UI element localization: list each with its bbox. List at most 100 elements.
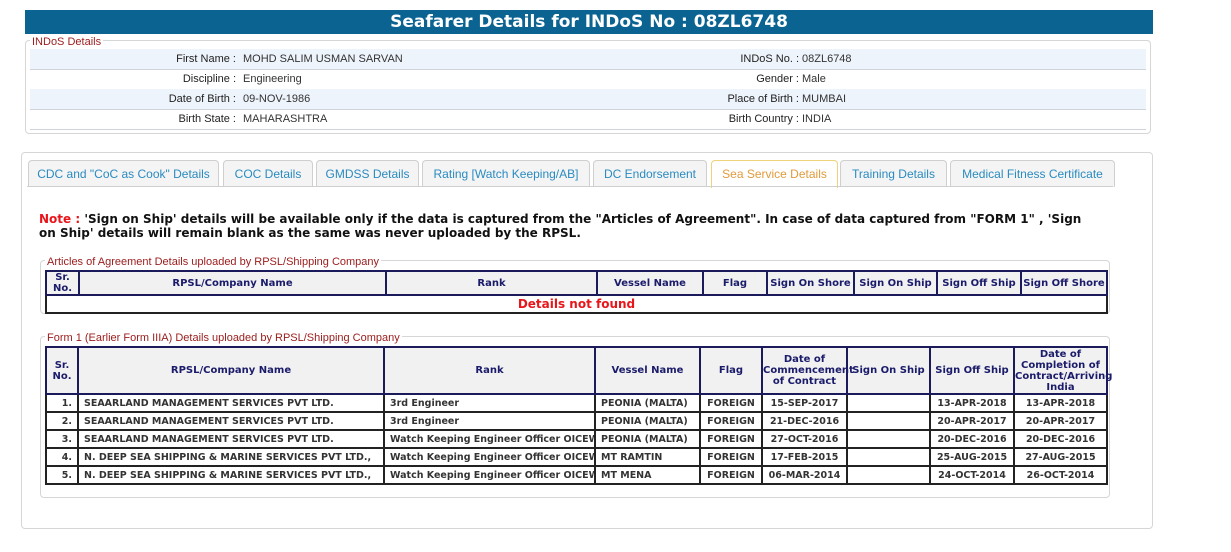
form1-panel: Form 1 (Earlier Form IIIA) Details uploa…	[40, 332, 1110, 498]
table-cell: 20-DEC-2016	[929, 429, 1015, 449]
table-cell: FOREIGN	[699, 429, 763, 449]
table-cell	[846, 393, 931, 413]
column-header: Date of Completion of Contract/Arriving …	[1013, 346, 1113, 395]
table-cell: 3rd Engineer	[383, 411, 596, 431]
field-value: MUMBAI	[802, 93, 846, 105]
indos-details-panel: INDoS Details First Name : MOHD SALIM US…	[25, 36, 1151, 134]
table-cell: 06-MAR-2014	[761, 465, 848, 485]
field-value: 08ZL6748	[802, 53, 852, 65]
table-row: 4. N. DEEP SEA SHIPPING & MARINE SERVICES…	[45, 447, 1108, 467]
tab-dc-endorsement[interactable]: DC Endorsement	[593, 160, 707, 187]
aoa-legend: Articles of Agreement Details uploaded b…	[45, 256, 382, 268]
field-label: Date of Birth :	[168, 93, 236, 105]
table-cell: Watch Keeping Engineer Officer OICEW	[383, 465, 596, 485]
field-value: MAHARASHTRA	[243, 113, 328, 125]
table-row: 1. SEAARLAND MANAGEMENT SERVICES PVT LTD.…	[45, 393, 1108, 413]
table-cell: 27-AUG-2015	[1013, 447, 1108, 467]
tab-sea-service-details[interactable]: Sea Service Details	[711, 160, 838, 188]
table-cell: 4.	[45, 447, 79, 467]
table-cell	[846, 411, 931, 431]
column-header: Rank	[385, 270, 598, 296]
column-header: Sign On Shore	[766, 270, 855, 296]
indos-row: Birth State : MAHARASHTRA Birth Country …	[30, 109, 1146, 130]
table-cell: 17-FEB-2015	[761, 447, 848, 467]
table-cell: SEAARLAND MANAGEMENT SERVICES PVT LTD.	[77, 393, 385, 413]
tab-training-details[interactable]: Training Details	[840, 160, 947, 187]
tab-gmdss-details[interactable]: GMDSS Details	[316, 160, 419, 187]
tabs-panel	[21, 152, 1153, 529]
column-header: Flag	[699, 346, 763, 395]
table-cell: PEONIA (MALTA)	[594, 429, 701, 449]
table-cell: 20-APR-2017	[1013, 411, 1108, 431]
column-header: Vessel Name	[596, 270, 704, 296]
form1-legend: Form 1 (Earlier Form IIIA) Details uploa…	[45, 332, 402, 344]
field-value: INDIA	[802, 113, 832, 125]
table-cell: N. DEEP SEA SHIPPING & MARINE SERVICES P…	[77, 447, 385, 467]
sea-service-note: Note : 'Sign on Ship' details will be av…	[39, 212, 1082, 240]
field-value: Male	[802, 73, 826, 85]
column-header: Sign On Ship	[846, 346, 931, 395]
indos-row: Discipline : Engineering Gender : Male	[30, 69, 1146, 90]
field-label: INDoS No. :	[740, 53, 799, 65]
field-label: Birth State :	[178, 113, 236, 125]
tab-cdc-and-coc-as-cook-details[interactable]: CDC and "CoC as Cook" Details	[28, 160, 219, 187]
field-value: 09-NOV-1986	[243, 93, 311, 105]
table-cell: 3rd Engineer	[383, 393, 596, 413]
table-cell: FOREIGN	[699, 411, 763, 431]
column-header: Sr. No.	[45, 346, 79, 395]
column-header: RPSL/Company Name	[77, 346, 385, 395]
field-label: Discipline :	[182, 73, 236, 85]
table-cell: PEONIA (MALTA)	[594, 393, 701, 413]
table-cell: 2.	[45, 411, 79, 431]
table-cell	[846, 447, 931, 467]
table-cell: 20-DEC-2016	[1013, 429, 1108, 449]
tab-rating-watch-keeping-ab[interactable]: Rating [Watch Keeping/AB]	[422, 160, 590, 187]
column-header: Date of Commencement of Contract	[761, 346, 854, 395]
field-value: Engineering	[243, 73, 302, 85]
table-cell: FOREIGN	[699, 447, 763, 467]
table-cell: SEAARLAND MANAGEMENT SERVICES PVT LTD.	[77, 411, 385, 431]
table-cell: 21-DEC-2016	[761, 411, 848, 431]
tab-coc-details[interactable]: COC Details	[223, 160, 313, 187]
table-row: 3. SEAARLAND MANAGEMENT SERVICES PVT LTD.…	[45, 429, 1108, 449]
table-cell: N. DEEP SEA SHIPPING & MARINE SERVICES P…	[77, 465, 385, 485]
table-cell: Watch Keeping Engineer Officer OICEW	[383, 447, 596, 467]
field-value: MOHD SALIM USMAN SARVAN	[243, 53, 403, 65]
table-cell: 20-APR-2017	[929, 411, 1015, 431]
indos-row: First Name : MOHD SALIM USMAN SARVAN IND…	[30, 49, 1146, 70]
column-header: Flag	[702, 270, 768, 296]
column-header: Sign On Ship	[853, 270, 938, 296]
table-cell: PEONIA (MALTA)	[594, 411, 701, 431]
table-cell: 26-OCT-2014	[1013, 465, 1108, 485]
table-cell: 13-APR-2018	[1013, 393, 1108, 413]
table-cell: SEAARLAND MANAGEMENT SERVICES PVT LTD.	[77, 429, 385, 449]
column-header: Sr. No.	[45, 270, 80, 296]
column-header: Sign Off Ship	[929, 346, 1015, 395]
table-cell: 24-OCT-2014	[929, 465, 1015, 485]
column-header: Rank	[383, 346, 596, 395]
aoa-panel: Articles of Agreement Details uploaded b…	[40, 256, 1110, 314]
form1-table: Sr. No. RPSL/Company Name Rank Vessel Name F…	[45, 346, 1113, 485]
indos-row: Date of Birth : 09-NOV-1986 Place of Bir…	[30, 89, 1146, 110]
empty-message: Details not found	[45, 294, 1108, 314]
tab-medical-fitness-certificate[interactable]: Medical Fitness Certificate	[950, 160, 1115, 187]
table-cell: 1.	[45, 393, 79, 413]
column-header: Sign Off Ship	[936, 270, 1022, 296]
table-cell	[846, 429, 931, 449]
table-cell: MT MENA	[594, 465, 701, 485]
table-row: 5. N. DEEP SEA SHIPPING & MARINE SERVICES…	[45, 465, 1108, 485]
table-cell: MT RAMTIN	[594, 447, 701, 467]
column-header: RPSL/Company Name	[78, 270, 387, 296]
table-cell: 5.	[45, 465, 79, 485]
table-cell: 25-AUG-2015	[929, 447, 1015, 467]
column-header: Vessel Name	[594, 346, 701, 395]
page-title: Seafarer Details for INDoS No : 08ZL6748	[25, 10, 1153, 34]
field-label: Birth Country :	[728, 113, 799, 125]
field-label: First Name :	[176, 53, 236, 65]
table-cell: 3.	[45, 429, 79, 449]
table-cell: 15-SEP-2017	[761, 393, 848, 413]
aoa-table: Sr. No. RPSL/Company Name Rank Vessel Name F…	[45, 270, 1108, 314]
table-cell: FOREIGN	[699, 393, 763, 413]
field-label: Place of Birth :	[727, 93, 799, 105]
column-header: Sign Off Shore	[1020, 270, 1108, 296]
